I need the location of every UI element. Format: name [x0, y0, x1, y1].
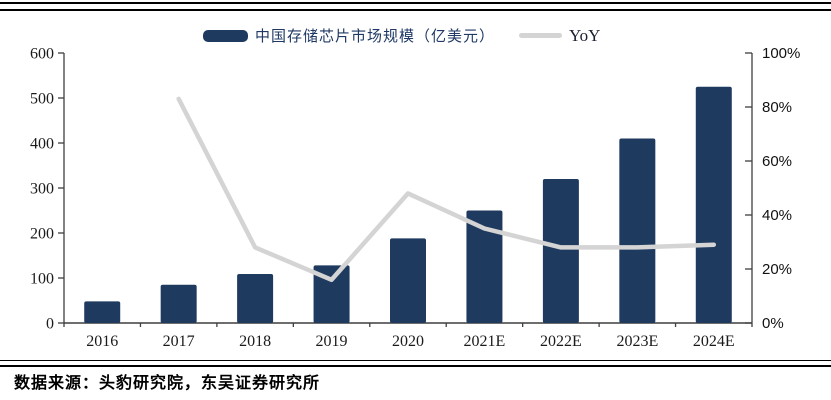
bar-2016: [84, 301, 121, 323]
y-axis-left-label: 600: [30, 46, 54, 63]
y-axis-left-label: 500: [30, 91, 54, 108]
bottom-divider: [0, 360, 831, 367]
x-axis-label: 2016: [86, 333, 118, 350]
line-series-label: YoY: [569, 25, 601, 45]
legend-item-market-size: 中国存储芯片市场规模（亿美元）: [203, 25, 495, 46]
x-axis-label: 2022E: [540, 333, 582, 350]
y-axis-right-label: 80%: [762, 99, 792, 116]
x-axis-label: 2024E: [693, 333, 735, 350]
bar-2021E: [466, 210, 503, 323]
x-axis-label: 2019: [316, 333, 348, 350]
y-axis-left-label: 300: [30, 181, 54, 198]
bar-series-label: 中国存储芯片市场规模（亿美元）: [255, 29, 496, 45]
bar-2018: [237, 273, 274, 323]
x-axis-label: 2017: [163, 333, 195, 350]
bar-series-swatch: [203, 29, 248, 42]
y-axis-right-label: 0%: [762, 315, 784, 332]
bar-2022E: [542, 179, 579, 323]
y-axis-right-label: 20%: [762, 261, 792, 278]
data-source-note: 数据来源：头豹研究院，东吴证券研究所: [14, 375, 321, 392]
y-axis-left-label: 100: [30, 271, 54, 288]
x-axis-label: 2018: [239, 333, 271, 350]
y-axis-left-label: 400: [30, 136, 54, 153]
y-axis-left-label: 200: [30, 226, 54, 243]
bar-2023E: [619, 138, 656, 323]
bar-2019: [313, 265, 350, 323]
chart-legend: 中国存储芯片市场规模（亿美元） YoY: [203, 25, 600, 46]
x-axis-label: 2021E: [464, 333, 506, 350]
x-axis-label: 2020: [392, 333, 424, 350]
y-axis-right-label: 60%: [762, 153, 792, 170]
x-axis-label: 2023E: [616, 333, 658, 350]
bar-2020: [390, 238, 426, 323]
line-series-swatch: [519, 33, 563, 38]
y-axis-right-label: 40%: [762, 207, 792, 224]
yoy-line: [176, 96, 717, 283]
legend-item-yoy: YoY: [519, 26, 600, 46]
y-axis-left-label: 0: [46, 316, 54, 333]
top-divider: [0, 2, 831, 11]
bar-2017: [160, 284, 197, 323]
bar-2024E: [695, 86, 732, 323]
y-axis-right-label: 100%: [762, 45, 800, 62]
